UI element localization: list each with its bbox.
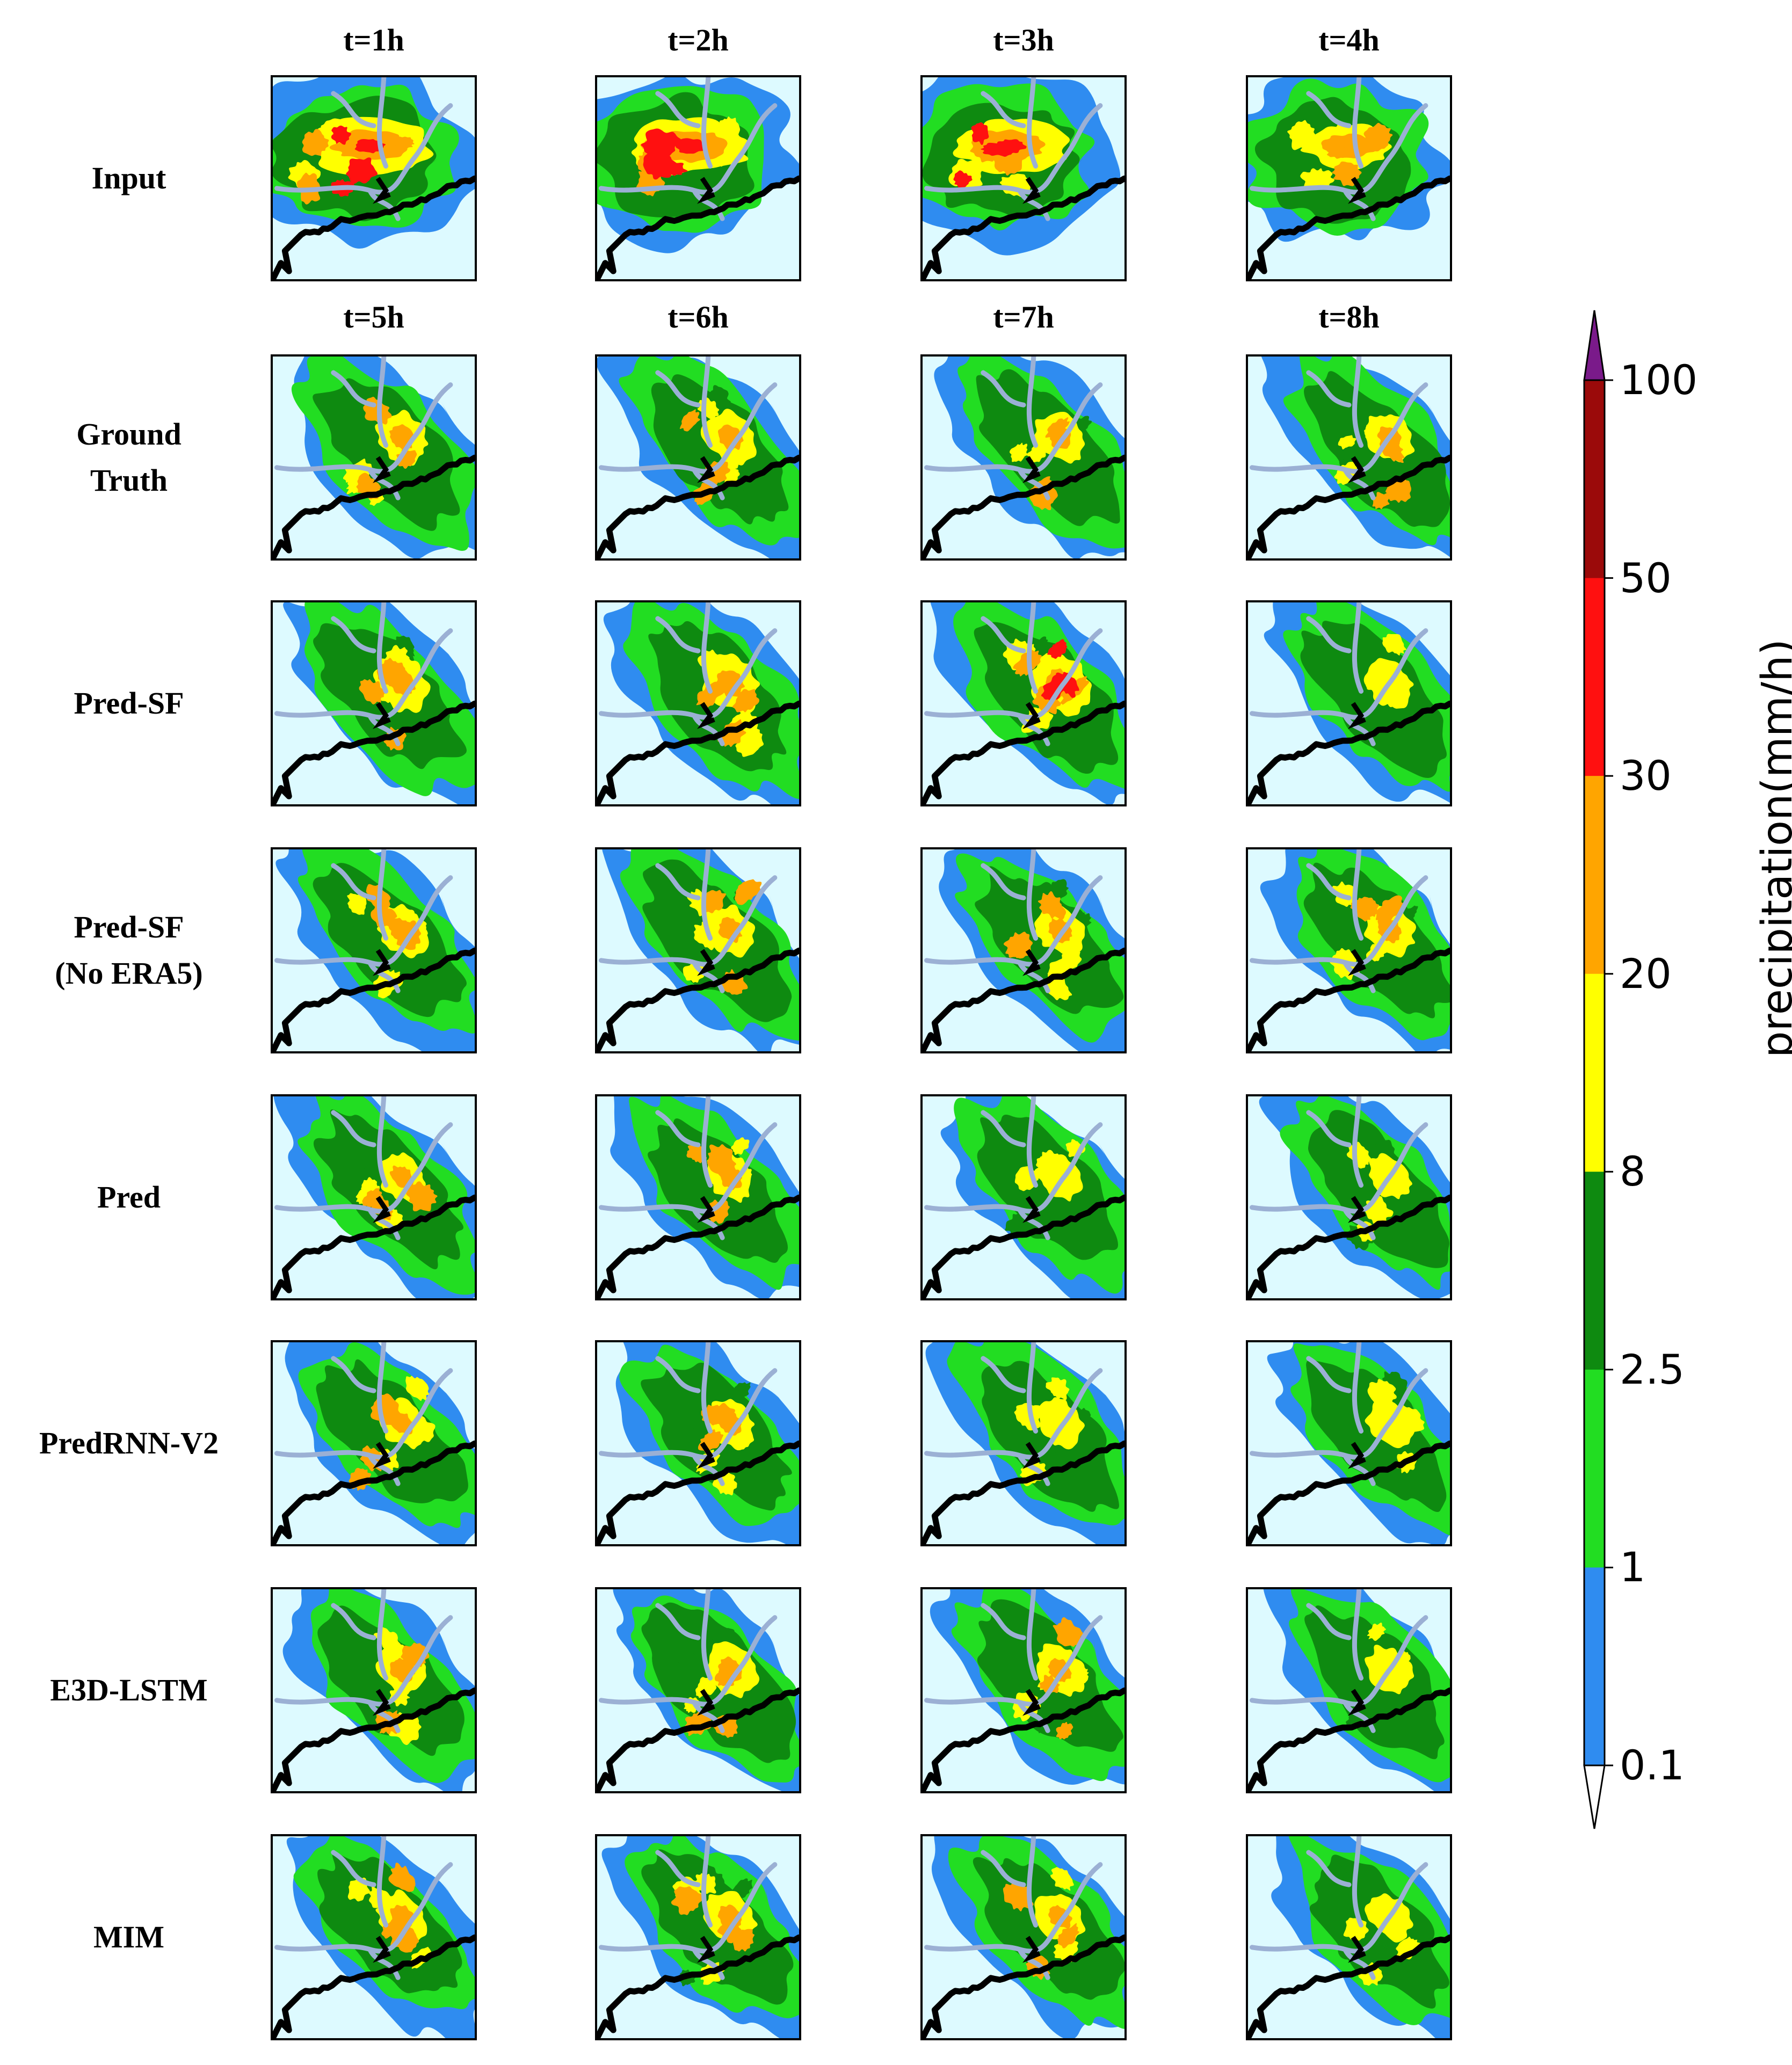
row-label-pred-sf: Pred-SF (11, 680, 247, 726)
map-panel-ground-truth-2 (595, 354, 801, 561)
colorbar-tick-label-0.1: 0.1 (1620, 1741, 1685, 1789)
map-panel-pred-4 (1246, 1094, 1452, 1300)
row-label-line: MIM (93, 1919, 165, 1954)
column-title-pred-2: t=6h (668, 300, 729, 335)
column-title-input-3: t=3h (993, 23, 1054, 57)
colorbar-band-2.5-8 (1584, 1172, 1605, 1370)
colorbar-tick-label-100: 100 (1620, 356, 1698, 404)
map-panel-e3d-lstm-3 (920, 1587, 1127, 1793)
row-label-predrnn-v2: PredRNN-V2 (11, 1420, 247, 1466)
colorbar-band-20-30 (1584, 776, 1605, 975)
map-panel-pred-1 (271, 1094, 477, 1300)
column-title-input-2: t=2h (668, 23, 729, 57)
colorbar-band-0.1-1 (1584, 1567, 1605, 1766)
colorbar-tick-label-30: 30 (1620, 752, 1672, 800)
map-panel-pred-2 (595, 1094, 801, 1300)
map-panel-input-1 (271, 75, 477, 281)
colorbar-tick-label-1: 1 (1620, 1543, 1646, 1591)
map-panel-pred-3 (920, 1094, 1127, 1300)
map-panel-mim-1 (271, 1834, 477, 2040)
column-title-pred-1: t=5h (343, 300, 404, 335)
colorbar-tick-label-20: 20 (1620, 949, 1672, 998)
map-panel-ground-truth-1 (271, 354, 477, 561)
colorbar (1557, 306, 1792, 1831)
map-panel-pred-sf-3 (920, 600, 1127, 806)
colorbar-band-50-100 (1584, 380, 1605, 579)
row-label-mim: MIM (11, 1914, 247, 1960)
colorbar-tick-label-8: 8 (1620, 1147, 1646, 1196)
map-panel-pred-sf-no-era5-2 (595, 847, 801, 1053)
map-panel-pred-sf-no-era5-1 (271, 847, 477, 1053)
row-label-line: (No ERA5) (55, 956, 203, 991)
row-label-pred: Pred (11, 1174, 247, 1220)
colorbar-extend-low (1583, 1764, 1606, 1829)
colorbar-extend-high (1583, 310, 1606, 381)
colorbar-scale (1583, 310, 1613, 1829)
row-label-line: Ground (76, 417, 182, 452)
row-label-line: E3D-LSTM (50, 1673, 208, 1707)
row-label-pred-sf-no-era5: Pred-SF (No ERA5) (11, 904, 247, 997)
column-title-input-4: t=4h (1318, 23, 1380, 57)
map-panel-input-3 (920, 75, 1127, 281)
row-label-line: Pred (97, 1180, 161, 1215)
map-panel-e3d-lstm-2 (595, 1587, 801, 1793)
map-panel-mim-3 (920, 1834, 1127, 2040)
column-title-pred-4: t=8h (1318, 300, 1380, 335)
map-panel-predrnn-v2-1 (271, 1340, 477, 1546)
map-panel-mim-2 (595, 1834, 801, 2040)
map-panel-input-2 (595, 75, 801, 281)
map-panel-input-4 (1246, 75, 1452, 281)
row-label-line: Pred-SF (74, 910, 184, 944)
map-panel-predrnn-v2-2 (595, 1340, 801, 1546)
row-label-e3d-lstm: E3D-LSTM (11, 1667, 247, 1713)
map-panel-pred-sf-4 (1246, 600, 1452, 806)
column-title-pred-3: t=7h (993, 300, 1054, 335)
map-panel-ground-truth-3 (920, 354, 1127, 561)
colorbar-band-30-50 (1584, 578, 1605, 776)
map-panel-pred-sf-2 (595, 600, 801, 806)
row-label-ground-truth: Ground Truth (11, 411, 247, 504)
map-panel-pred-sf-no-era5-3 (920, 847, 1127, 1053)
map-panel-ground-truth-4 (1246, 354, 1452, 561)
row-label-line: Pred-SF (74, 686, 184, 721)
colorbar-tick-label-2.5: 2.5 (1620, 1345, 1685, 1393)
row-label-line: Truth (90, 463, 168, 498)
colorbar-tick-label-50: 50 (1620, 554, 1672, 602)
row-label-line: Input (91, 161, 166, 195)
colorbar-band-8-20 (1584, 973, 1605, 1172)
map-panel-pred-sf-1 (271, 600, 477, 806)
row-label-input: Input (11, 155, 247, 201)
map-panel-e3d-lstm-4 (1246, 1587, 1452, 1793)
map-panel-pred-sf-no-era5-4 (1246, 847, 1452, 1053)
colorbar-title: precipitation(mm/h) (1753, 639, 1792, 1058)
colorbar-band-1-2.5 (1584, 1369, 1605, 1568)
map-panel-predrnn-v2-4 (1246, 1340, 1452, 1546)
map-panel-e3d-lstm-1 (271, 1587, 477, 1793)
map-panel-predrnn-v2-3 (920, 1340, 1127, 1546)
map-panel-mim-4 (1246, 1834, 1452, 2040)
row-label-line: PredRNN-V2 (39, 1426, 219, 1460)
column-title-input-1: t=1h (343, 23, 404, 57)
